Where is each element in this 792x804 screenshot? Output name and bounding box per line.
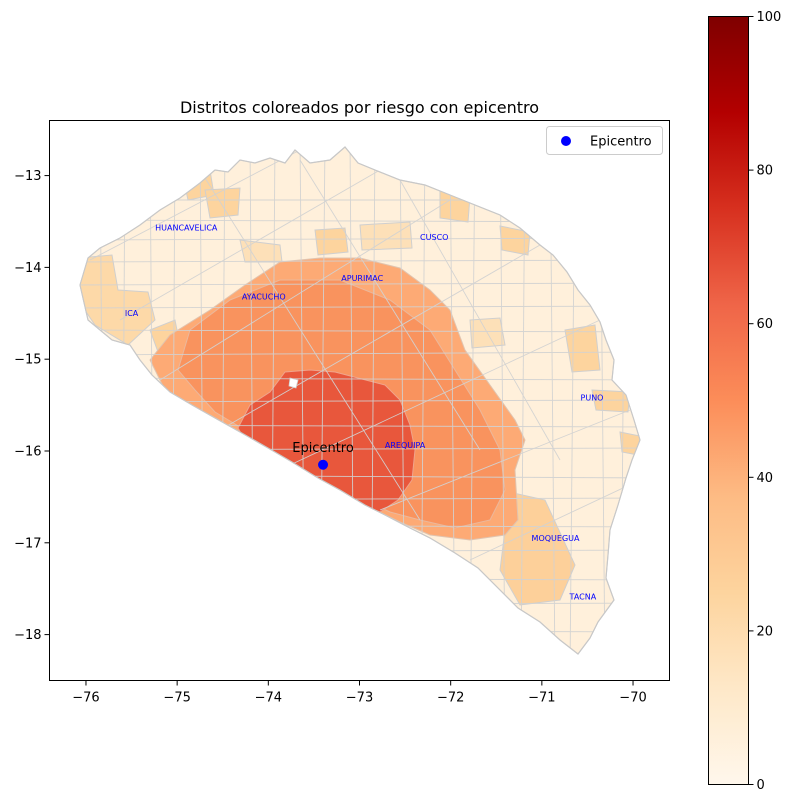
x-tick-label: −76: [72, 691, 99, 706]
x-tick-label: −73: [346, 691, 373, 706]
colorbar-tick-label: 0: [757, 778, 765, 793]
x-tick-label: −74: [255, 691, 282, 706]
epicenter-annotation: Epicentro: [292, 441, 354, 456]
colorbar-tick-label: 60: [757, 317, 774, 332]
colorbar: 0 20 40 60 80 100: [708, 10, 782, 793]
legend-label-epicentro: Epicentro: [590, 135, 652, 150]
colorbar-tick-label: 20: [757, 624, 774, 639]
x-tick-label: −70: [619, 691, 646, 706]
legend-marker: [561, 136, 571, 146]
region-label-huancavelica: HUANCAVELICA: [155, 224, 218, 233]
colorbar-tick-label: 80: [757, 164, 774, 179]
x-tick-label: −71: [528, 691, 555, 706]
x-axis: −76 −75 −74 −73 −72 −71 −70: [72, 680, 647, 706]
y-tick-label: −17: [14, 536, 41, 551]
y-tick-label: −15: [14, 353, 41, 368]
region-label-ayacucho: AYACUCHO: [242, 293, 286, 302]
region-label-tacna: TACNA: [569, 593, 597, 602]
x-tick-label: −75: [163, 691, 190, 706]
chart-title: Distritos coloreados por riesgo con epic…: [180, 98, 539, 117]
colorbar-tick-label: 100: [757, 10, 782, 25]
legend[interactable]: Epicentro: [546, 126, 663, 155]
y-tick-label: −16: [14, 444, 41, 459]
region-label-ica: ICA: [125, 309, 139, 318]
region-labels: HUANCAVELICA CUSCO APURIMAC AYACUCHO ICA PUNO…: [125, 224, 604, 602]
y-tick-label: −13: [14, 169, 41, 184]
x-tick-label: −72: [437, 691, 464, 706]
colorbar-ticks: 0 20 40 60 80 100: [748, 10, 782, 793]
region-label-puno: PUNO: [581, 394, 604, 403]
colorbar-tick-label: 40: [757, 471, 774, 486]
region-label-arequipa: AREQUIPA: [385, 441, 426, 450]
epicenter: Epicentro: [292, 441, 354, 470]
region-label-cusco: CUSCO: [420, 233, 448, 242]
colorbar-gradient: [708, 16, 749, 785]
epicenter-marker: [318, 459, 329, 470]
y-tick-label: −18: [14, 628, 41, 643]
y-tick-label: −14: [14, 261, 41, 276]
y-axis: −13 −14 −15 −16 −17 −18: [14, 169, 50, 643]
region-label-moquegua: MOQUEGUA: [532, 534, 580, 543]
region-label-apurimac: APURIMAC: [341, 274, 383, 283]
